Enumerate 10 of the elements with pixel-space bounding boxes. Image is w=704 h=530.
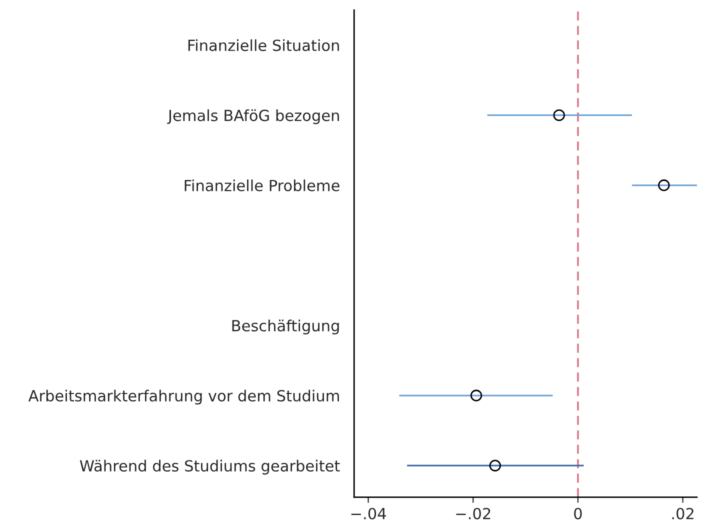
- y-tick-label: Finanzielle Situation: [188, 39, 339, 52]
- x-tick-label: .02: [672, 508, 694, 520]
- y-tick-label: Beschäftigung: [232, 320, 339, 334]
- y-tick-label: Finanzielle Probleme: [184, 179, 340, 192]
- x-tick-label: 0: [574, 508, 582, 520]
- y-tick-label: Während des Studiums gearbeitet: [80, 460, 340, 475]
- x-tick-label: −.04: [351, 508, 386, 520]
- y-tick-label: Arbeitsmarkterfahrung vor dem Studium: [28, 390, 339, 405]
- x-tick-label: −.02: [456, 508, 490, 520]
- y-tick-label: Jemals BAföG bezogen: [167, 109, 339, 124]
